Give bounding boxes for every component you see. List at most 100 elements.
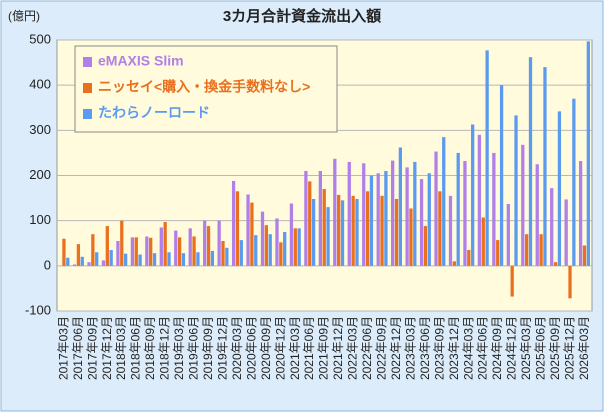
bar bbox=[492, 152, 496, 266]
x-tick-label: 2025年09月 bbox=[548, 316, 562, 380]
bar bbox=[159, 227, 163, 266]
bar bbox=[539, 234, 543, 266]
bar bbox=[203, 220, 207, 266]
legend-box bbox=[74, 45, 338, 133]
bar bbox=[188, 228, 192, 266]
bar bbox=[221, 240, 225, 266]
bar bbox=[163, 222, 167, 266]
bar bbox=[235, 191, 240, 266]
bar bbox=[496, 240, 500, 266]
bar bbox=[481, 217, 485, 266]
bar bbox=[297, 228, 301, 266]
x-tick-label: 2021年03月 bbox=[288, 316, 302, 380]
x-tick-label: 2018年03月 bbox=[114, 316, 128, 380]
x-tick-label: 2020年09月 bbox=[259, 316, 273, 380]
x-tick-label: 2025年06月 bbox=[534, 316, 548, 380]
bar bbox=[525, 234, 529, 266]
bar bbox=[134, 237, 138, 266]
x-tick-label: 2018年12月 bbox=[158, 316, 172, 380]
bar bbox=[95, 252, 99, 266]
x-tick-label: 2023年06月 bbox=[418, 316, 432, 380]
bar bbox=[289, 203, 294, 266]
bar bbox=[239, 240, 243, 266]
bar bbox=[347, 161, 351, 266]
x-tick-label: 2019年03月 bbox=[172, 316, 186, 380]
bar bbox=[553, 262, 558, 266]
bar bbox=[105, 226, 109, 266]
bar bbox=[101, 260, 106, 266]
y-tick-label: 500 bbox=[29, 31, 51, 46]
bar bbox=[362, 163, 366, 266]
x-tick-label: 2019年12月 bbox=[215, 316, 229, 380]
bar bbox=[210, 250, 215, 266]
bar bbox=[394, 198, 399, 266]
bar bbox=[279, 242, 283, 266]
legend-swatch bbox=[83, 83, 92, 93]
x-tick-label: 2025年03月 bbox=[519, 316, 533, 380]
bar bbox=[322, 189, 326, 266]
bar bbox=[333, 158, 337, 266]
bar bbox=[582, 245, 587, 266]
bar bbox=[514, 115, 518, 266]
bar bbox=[456, 152, 460, 266]
y-tick-label: 100 bbox=[29, 212, 51, 227]
bar bbox=[380, 195, 384, 266]
bar bbox=[87, 262, 91, 266]
bar bbox=[578, 161, 583, 266]
bar bbox=[167, 252, 171, 266]
bar bbox=[506, 203, 510, 266]
bar bbox=[304, 170, 308, 266]
bar bbox=[225, 247, 229, 266]
bar bbox=[308, 181, 312, 266]
bar bbox=[413, 161, 417, 266]
bar bbox=[405, 167, 409, 266]
bar bbox=[177, 237, 182, 266]
bar bbox=[438, 191, 442, 266]
bar bbox=[192, 236, 196, 266]
x-tick-label: 2024年09月 bbox=[490, 316, 504, 380]
bar bbox=[268, 234, 272, 266]
bar bbox=[80, 256, 84, 266]
y-tick-label: 300 bbox=[29, 122, 51, 137]
bar bbox=[109, 250, 113, 266]
x-tick-label: 2022年12月 bbox=[389, 316, 403, 380]
bar bbox=[196, 252, 200, 266]
bar bbox=[250, 202, 254, 266]
bar bbox=[452, 261, 456, 266]
x-tick-label: 2019年09月 bbox=[201, 316, 215, 380]
bar bbox=[568, 265, 572, 299]
x-tick-label: 2024年03月 bbox=[461, 316, 475, 380]
bar bbox=[384, 170, 388, 266]
legend-swatch bbox=[83, 57, 92, 67]
x-tick-label: 2017年03月 bbox=[56, 316, 70, 380]
legend-label: ニッセイ<購入・換金手数料なし> bbox=[98, 79, 310, 95]
x-tick-label: 2024年12月 bbox=[505, 316, 519, 380]
legend-label: eMAXIS Slim bbox=[98, 53, 184, 69]
bar bbox=[586, 41, 590, 266]
bar bbox=[174, 230, 178, 266]
bar bbox=[293, 228, 297, 266]
bar bbox=[123, 253, 128, 266]
y-tick-label: 200 bbox=[29, 167, 51, 182]
bar bbox=[318, 170, 322, 266]
bar bbox=[535, 164, 539, 266]
bar bbox=[152, 253, 157, 266]
bar bbox=[260, 211, 265, 266]
x-tick-label: 2021年09月 bbox=[317, 316, 331, 380]
bar bbox=[181, 253, 186, 266]
bar bbox=[351, 195, 355, 266]
y-axis-label: (億円) bbox=[8, 9, 40, 23]
y-tick-label: -100 bbox=[25, 302, 51, 317]
bar bbox=[564, 199, 568, 266]
bar bbox=[138, 254, 142, 266]
bar bbox=[442, 137, 446, 266]
bar bbox=[120, 220, 124, 266]
bar bbox=[62, 238, 66, 266]
bar bbox=[369, 175, 374, 266]
x-tick-label: 2023年12月 bbox=[447, 316, 461, 380]
bar bbox=[326, 207, 330, 266]
x-tick-label: 2022年09月 bbox=[375, 316, 389, 380]
bar bbox=[463, 161, 467, 266]
bar bbox=[423, 226, 428, 266]
x-tick-label: 2026年03月 bbox=[577, 316, 591, 380]
